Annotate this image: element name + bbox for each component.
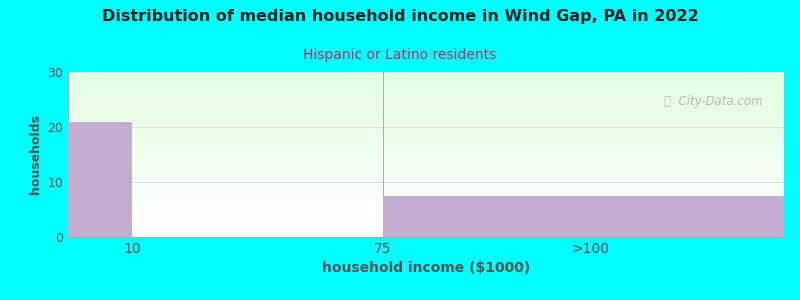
Y-axis label: households: households: [29, 115, 42, 194]
Text: Distribution of median household income in Wind Gap, PA in 2022: Distribution of median household income …: [102, 9, 698, 24]
Text: Hispanic or Latino residents: Hispanic or Latino residents: [303, 48, 497, 62]
X-axis label: household income ($1000): household income ($1000): [322, 261, 530, 275]
Text: ⓘ  City-Data.com: ⓘ City-Data.com: [664, 95, 762, 108]
